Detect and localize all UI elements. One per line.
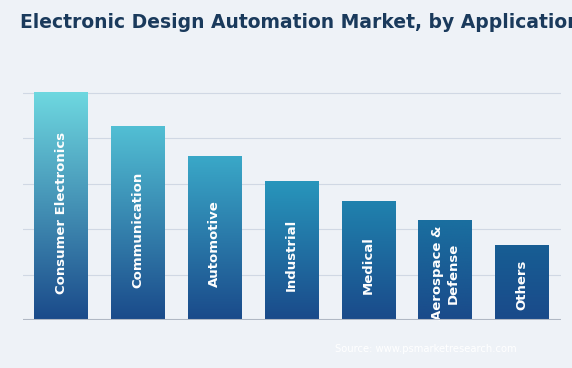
Text: Automotive: Automotive <box>208 200 221 287</box>
Text: Industrial: Industrial <box>285 219 298 291</box>
Text: Electronic Design Automation Market, by Application: Electronic Design Automation Market, by … <box>20 13 572 32</box>
Text: Aerospace &
Defense: Aerospace & Defense <box>431 226 459 321</box>
Text: Consumer Electronics: Consumer Electronics <box>55 132 68 294</box>
Text: Medical: Medical <box>362 236 375 294</box>
Text: Others: Others <box>515 260 529 310</box>
Text: Source: www.psmarketresearch.com: Source: www.psmarketresearch.com <box>335 344 517 354</box>
Text: Communication: Communication <box>132 171 145 287</box>
